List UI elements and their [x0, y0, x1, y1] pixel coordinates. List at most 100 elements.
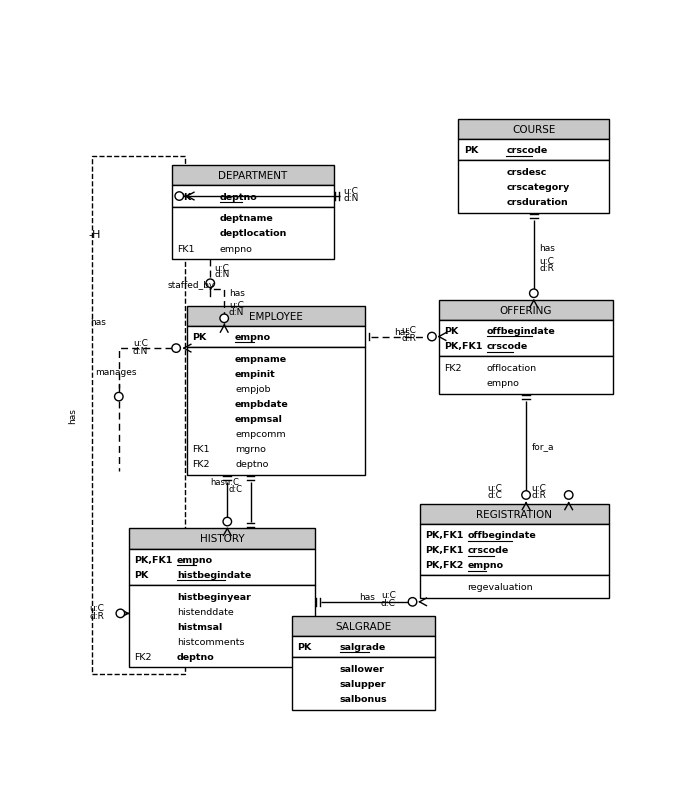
Text: u:C: u:C: [381, 590, 395, 600]
Text: u:C: u:C: [487, 483, 502, 492]
Text: salupper: salupper: [339, 679, 386, 688]
Circle shape: [564, 491, 573, 500]
Bar: [187, 306, 365, 326]
Text: crscode: crscode: [506, 146, 548, 155]
Bar: [420, 576, 609, 598]
Text: d:R: d:R: [89, 611, 104, 621]
Text: FK2: FK2: [193, 460, 210, 468]
Text: OFFERING: OFFERING: [500, 306, 552, 316]
Text: sallower: sallower: [339, 664, 384, 673]
Bar: [439, 321, 613, 357]
Text: deptno: deptno: [235, 460, 268, 468]
Text: HISTORY: HISTORY: [199, 534, 244, 544]
Text: manages: manages: [95, 367, 137, 376]
Circle shape: [220, 314, 228, 323]
Circle shape: [522, 491, 531, 500]
Text: EMPLOYEE: EMPLOYEE: [249, 311, 303, 322]
Text: PK,FK1: PK,FK1: [444, 342, 483, 350]
Text: empno: empno: [219, 244, 253, 253]
Text: PK,FK2: PK,FK2: [425, 561, 463, 569]
Text: d:N: d:N: [132, 346, 148, 355]
Bar: [420, 504, 609, 525]
Text: empname: empname: [235, 354, 287, 363]
Text: histcomments: histcomments: [177, 637, 244, 646]
Bar: [439, 357, 613, 395]
Bar: [439, 301, 613, 321]
Text: empno: empno: [487, 379, 520, 388]
Bar: [458, 140, 609, 161]
Text: has: has: [229, 289, 245, 298]
Text: u:C: u:C: [229, 301, 244, 310]
Text: COURSE: COURSE: [512, 125, 555, 135]
Text: regevaluation: regevaluation: [468, 582, 533, 592]
Text: histbeginyear: histbeginyear: [177, 592, 250, 601]
Text: mgrno: mgrno: [235, 444, 266, 454]
Bar: [172, 186, 334, 208]
Circle shape: [115, 393, 123, 401]
Text: u:C: u:C: [132, 338, 148, 348]
Text: PK: PK: [135, 570, 148, 579]
Text: has: has: [359, 592, 375, 602]
Bar: [458, 161, 609, 214]
Text: empbdate: empbdate: [235, 399, 289, 408]
Text: has: has: [394, 328, 410, 337]
Circle shape: [175, 192, 184, 201]
Text: has: has: [90, 318, 106, 326]
Circle shape: [223, 517, 232, 526]
Text: FK1: FK1: [177, 244, 195, 253]
Text: DEPARTMENT: DEPARTMENT: [218, 171, 288, 181]
Text: SALGRADE: SALGRADE: [335, 621, 391, 631]
Text: -H: -H: [88, 229, 101, 240]
Text: FK2: FK2: [444, 364, 462, 373]
Circle shape: [172, 344, 180, 353]
Bar: [129, 585, 315, 667]
Circle shape: [529, 290, 538, 298]
Text: FK1: FK1: [193, 444, 210, 454]
Circle shape: [206, 280, 215, 288]
Text: has: has: [540, 244, 555, 253]
Circle shape: [408, 597, 417, 606]
Text: deptname: deptname: [219, 214, 273, 223]
Bar: [187, 326, 365, 348]
Text: PK,FK1: PK,FK1: [425, 531, 463, 540]
Circle shape: [428, 333, 436, 342]
Text: d:C: d:C: [228, 484, 242, 493]
Text: d:N: d:N: [344, 194, 359, 203]
Text: empinit: empinit: [235, 370, 276, 379]
Text: u:C: u:C: [402, 326, 417, 334]
Text: empcomm: empcomm: [235, 430, 286, 439]
Text: d:N: d:N: [214, 270, 230, 279]
Text: deptno: deptno: [219, 192, 257, 201]
Text: PK: PK: [297, 642, 311, 651]
Bar: [172, 166, 334, 186]
Bar: [92, 157, 185, 674]
Text: salbonus: salbonus: [339, 694, 387, 703]
Text: salgrade: salgrade: [339, 642, 386, 651]
Text: empno: empno: [235, 333, 271, 342]
Text: offlocation: offlocation: [487, 364, 537, 373]
Text: crscode: crscode: [468, 545, 509, 555]
Text: d:N: d:N: [229, 307, 244, 317]
Bar: [292, 658, 435, 710]
Text: for_a: for_a: [532, 441, 555, 450]
Text: PK: PK: [193, 333, 207, 342]
Circle shape: [116, 610, 125, 618]
Text: histenddate: histenddate: [177, 607, 234, 616]
Text: offbegindate: offbegindate: [468, 531, 536, 540]
Text: PK,FK1: PK,FK1: [425, 545, 463, 555]
Text: u:C: u:C: [540, 257, 554, 265]
Text: hasu:C: hasu:C: [210, 478, 239, 487]
Bar: [292, 636, 435, 658]
Text: PK: PK: [177, 192, 191, 201]
Text: empjob: empjob: [235, 384, 270, 394]
Bar: [292, 616, 435, 636]
Text: empmsal: empmsal: [235, 415, 283, 423]
Text: d:C: d:C: [381, 598, 395, 607]
Text: empno: empno: [177, 555, 213, 564]
Text: u:C: u:C: [531, 483, 546, 492]
Text: d:C: d:C: [487, 491, 502, 500]
Text: PK,FK1: PK,FK1: [135, 555, 172, 564]
Text: u:C: u:C: [214, 263, 229, 272]
Bar: [458, 120, 609, 140]
Bar: [129, 529, 315, 549]
